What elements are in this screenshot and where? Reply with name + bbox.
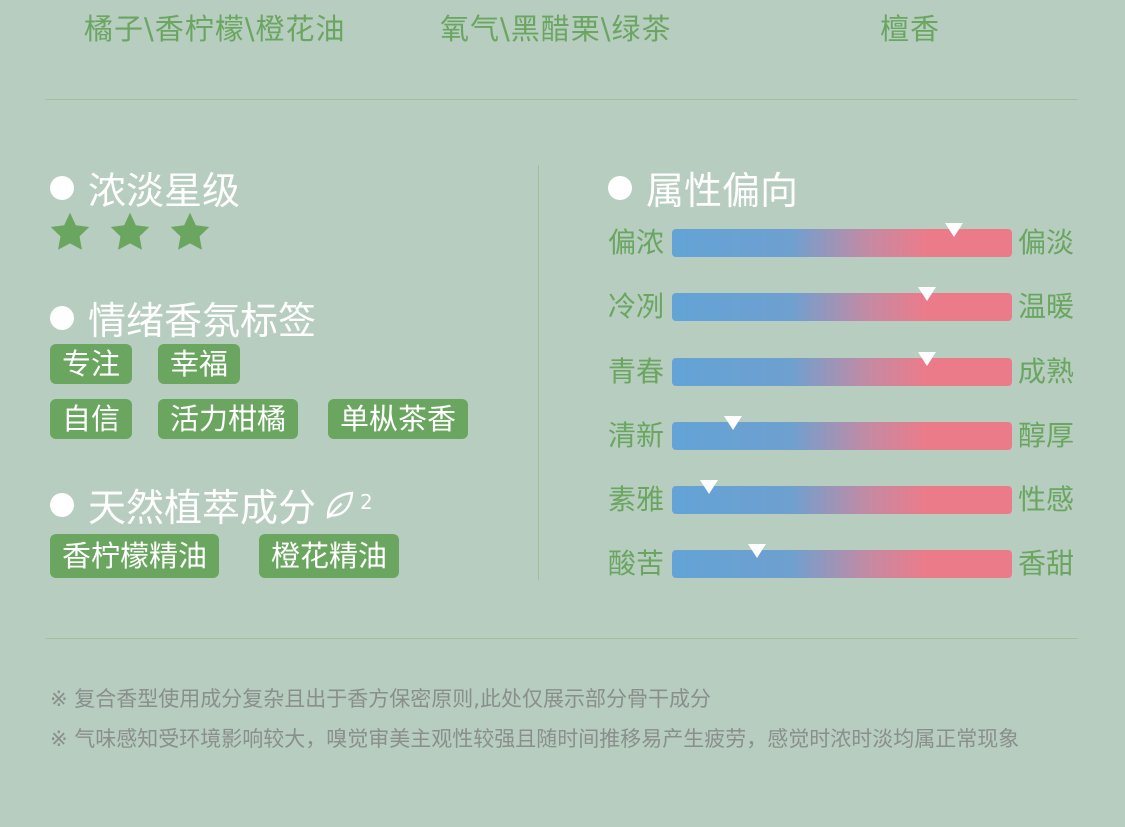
attribute-gradient-bar (672, 416, 1012, 450)
divider-bottom (46, 638, 1078, 639)
mood-section-title: 情绪香氛标签 (50, 290, 316, 345)
attribute-marker-icon (748, 544, 766, 558)
middle-note: 氧气\黑醋栗\绿茶 (440, 12, 672, 46)
attribute-left-label: 冷冽 (608, 290, 665, 323)
ingredients-superscript: 2 (360, 489, 373, 514)
attribute-left-label: 偏浓 (608, 226, 665, 259)
attributes-section-title: 属性偏向 (608, 160, 798, 215)
intensity-stars (48, 210, 212, 254)
attributes-title-text: 属性偏向 (646, 169, 799, 213)
attribute-gradient-bar (672, 544, 1012, 578)
top-note: 橘子\香柠檬\橙花油 (84, 12, 346, 46)
bullet-dot-icon (50, 175, 74, 200)
attribute-marker-icon (724, 416, 743, 430)
attribute-row: 青春 成熟 (608, 352, 1078, 392)
intensity-section-title: 浓淡星级 (50, 160, 240, 215)
mood-tag: 专注 (50, 344, 133, 384)
attribute-right-label: 醇厚 (1018, 419, 1075, 452)
intensity-title-text: 浓淡星级 (88, 169, 241, 213)
divider-vertical (538, 165, 539, 580)
base-note: 檀香 (880, 12, 941, 46)
star-icon (110, 212, 150, 250)
mood-tag: 活力柑橘 (158, 399, 299, 439)
attribute-gradient-bar (672, 352, 1012, 386)
attribute-right-label: 香甜 (1018, 547, 1075, 580)
attribute-left-label: 酸苦 (608, 547, 665, 580)
attribute-left-label: 素雅 (608, 483, 665, 516)
attribute-right-label: 成熟 (1018, 355, 1075, 388)
mood-tag: 单枞茶香 (328, 399, 469, 439)
ingredients-title-text: 天然植萃成分 (88, 486, 317, 530)
ingredient-tag: 香柠檬精油 (50, 534, 220, 578)
attribute-gradient-bar (672, 223, 1012, 257)
divider-top (46, 99, 1078, 100)
attribute-gradient-bar (672, 480, 1012, 514)
attribute-row: 酸苦 香甜 (608, 544, 1078, 584)
star-icon (170, 212, 210, 250)
mood-tag: 自信 (50, 399, 133, 439)
attribute-right-label: 温暖 (1018, 290, 1075, 323)
attribute-right-label: 性感 (1018, 483, 1075, 516)
attribute-marker-icon (918, 352, 936, 366)
bullet-dot-icon (50, 492, 74, 517)
attribute-row: 偏浓 偏淡 (608, 223, 1078, 263)
footnote: ※ 气味感知受环境影响较大，嗅觉审美主观性较强且随时间推移易产生疲劳，感觉时浓时… (50, 727, 1020, 751)
ingredient-tag: 橙花精油 (259, 534, 400, 578)
footnote: ※ 复合香型使用成分复杂且出于香方保密原则,此处仅展示部分骨干成分 (50, 687, 711, 711)
star-icon (50, 212, 90, 250)
attribute-row: 素雅 性感 (608, 480, 1078, 520)
attribute-marker-icon (945, 223, 964, 237)
attribute-row: 清新 醇厚 (608, 416, 1078, 456)
attribute-gradient-bar (672, 287, 1012, 321)
leaf-icon (322, 487, 358, 523)
top-notes-row: 橘子\香柠檬\橙花油 氧气\黑醋栗\绿茶 檀香 (0, 0, 1125, 60)
attribute-left-label: 清新 (608, 419, 665, 452)
mood-tag: 幸福 (158, 344, 241, 384)
bullet-dot-icon (50, 305, 74, 330)
bullet-dot-icon (608, 175, 632, 200)
attribute-marker-icon (918, 287, 936, 301)
attribute-marker-icon (700, 480, 719, 494)
ingredients-section-title: 天然植萃成分 2 (50, 477, 373, 532)
attribute-left-label: 青春 (608, 355, 665, 388)
mood-title-text: 情绪香氛标签 (88, 299, 317, 343)
attribute-row: 冷冽 温暖 (608, 287, 1078, 327)
attribute-right-label: 偏淡 (1018, 226, 1075, 259)
